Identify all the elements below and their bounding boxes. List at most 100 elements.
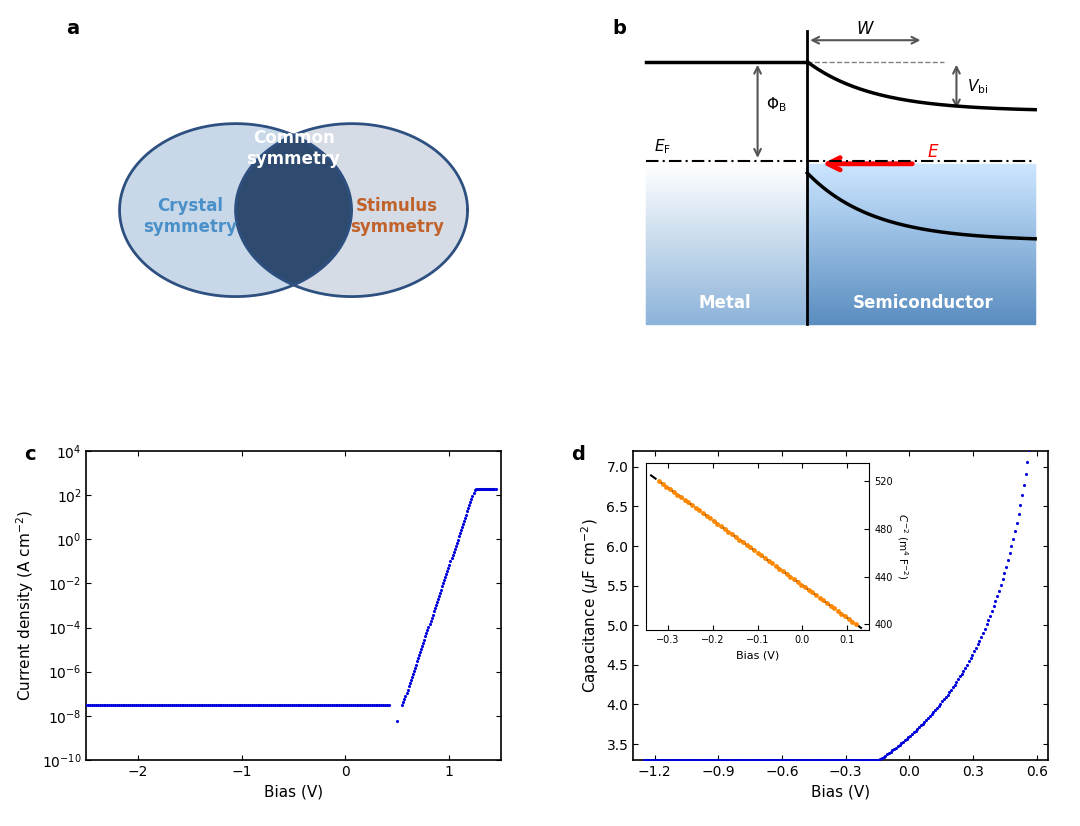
Point xyxy=(190,699,207,712)
Point xyxy=(1004,532,1022,545)
Point xyxy=(327,699,345,712)
Point xyxy=(971,634,988,648)
Point xyxy=(153,699,171,712)
Point xyxy=(822,753,839,767)
Point xyxy=(914,717,931,730)
Point xyxy=(674,753,691,767)
Point xyxy=(869,753,887,767)
Point xyxy=(800,753,818,767)
Point xyxy=(373,699,390,712)
Text: $W$: $W$ xyxy=(855,20,875,38)
Point xyxy=(253,699,270,712)
Point xyxy=(848,753,865,767)
Point xyxy=(740,753,757,767)
Point xyxy=(203,699,220,712)
Point xyxy=(161,699,178,712)
Point xyxy=(298,699,315,712)
Point xyxy=(106,699,123,712)
Text: Crystal
symmetry: Crystal symmetry xyxy=(143,197,237,235)
Point xyxy=(903,727,920,740)
Point xyxy=(432,583,449,596)
Point xyxy=(685,753,702,767)
Point xyxy=(429,596,446,609)
Point xyxy=(165,699,183,712)
Point xyxy=(401,676,418,690)
Point xyxy=(330,699,348,712)
Point xyxy=(419,624,436,637)
Point xyxy=(467,482,484,495)
Point xyxy=(795,753,812,767)
Point xyxy=(921,710,939,723)
Point xyxy=(420,620,437,634)
Point xyxy=(416,633,433,646)
Point xyxy=(233,699,251,712)
Point xyxy=(365,699,382,712)
Point xyxy=(335,699,352,712)
Point xyxy=(397,686,415,700)
Point xyxy=(712,753,729,767)
Point xyxy=(295,699,312,712)
Point xyxy=(170,699,187,712)
Point xyxy=(988,590,1005,603)
Point xyxy=(1001,547,1018,560)
Point xyxy=(472,482,489,495)
Point xyxy=(902,729,919,742)
Point xyxy=(718,753,735,767)
Point xyxy=(306,699,323,712)
Polygon shape xyxy=(235,124,468,297)
Point xyxy=(646,753,663,767)
Point xyxy=(973,630,990,643)
Point xyxy=(1008,516,1025,529)
Point xyxy=(924,705,942,719)
Point xyxy=(289,699,307,712)
Point xyxy=(679,753,697,767)
Point xyxy=(756,753,773,767)
Point xyxy=(342,699,360,712)
Point xyxy=(698,753,715,767)
Point xyxy=(352,699,369,712)
Point xyxy=(445,545,462,558)
Point xyxy=(784,753,801,767)
Text: $E_{\mathrm{F}}$: $E_{\mathrm{F}}$ xyxy=(654,137,671,156)
Point xyxy=(684,753,701,767)
Point xyxy=(400,680,417,693)
Point xyxy=(377,699,394,712)
Point xyxy=(765,753,782,767)
Point xyxy=(783,753,800,767)
Point xyxy=(183,699,200,712)
Point xyxy=(828,753,846,767)
Point xyxy=(696,753,713,767)
Point xyxy=(1018,456,1036,469)
Point xyxy=(958,658,975,672)
Point xyxy=(643,753,660,767)
Point xyxy=(481,482,498,495)
Text: $\Phi_{\mathrm{B}}$: $\Phi_{\mathrm{B}}$ xyxy=(766,96,786,115)
Point xyxy=(357,699,375,712)
Point xyxy=(232,699,249,712)
Point xyxy=(990,584,1008,597)
Point xyxy=(878,748,895,761)
Point xyxy=(742,753,759,767)
Point xyxy=(185,699,202,712)
Point xyxy=(273,699,291,712)
Point xyxy=(692,753,710,767)
Point xyxy=(827,753,845,767)
Point xyxy=(148,699,165,712)
Point xyxy=(875,750,892,763)
Point xyxy=(380,699,397,712)
Point xyxy=(473,482,490,495)
Polygon shape xyxy=(120,124,352,297)
Point xyxy=(918,714,935,727)
Point xyxy=(270,699,287,712)
Point xyxy=(819,753,836,767)
Point xyxy=(188,699,205,712)
Point xyxy=(123,699,140,712)
Point xyxy=(639,753,657,767)
Point xyxy=(427,601,444,615)
Text: Stimulus
symmetry: Stimulus symmetry xyxy=(350,197,444,235)
Point xyxy=(767,753,784,767)
Point xyxy=(280,699,297,712)
Point xyxy=(1013,488,1030,501)
Point xyxy=(145,699,162,712)
Point xyxy=(809,753,826,767)
